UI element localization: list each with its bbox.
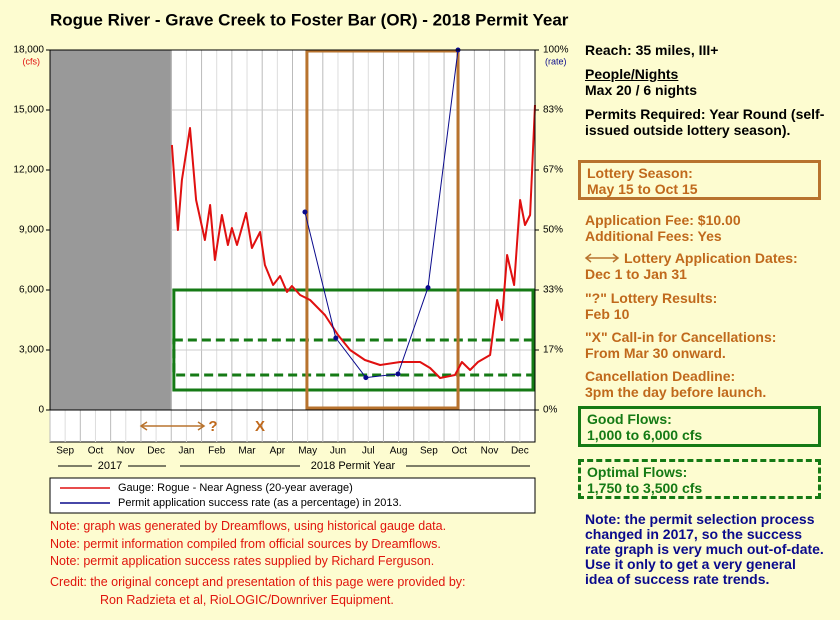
permits: Permits Required: Year Round (self-issue…: [585, 106, 825, 138]
y-tick-label: 0: [38, 405, 44, 416]
optimal-title: Optimal Flows:: [587, 464, 688, 480]
good-box: Good Flows: 1,000 to 6,000 cfs: [578, 406, 821, 447]
legend: [49, 477, 536, 514]
y2-tick-label: 83%: [543, 105, 563, 116]
callin: From Mar 30 onward.: [585, 345, 726, 361]
lottery: May 15 to Oct 15: [587, 181, 698, 197]
chart-title: Rogue River - Grave Creek to Foster Bar …: [50, 10, 569, 29]
x-tick-label: Feb: [208, 446, 226, 457]
x-tick-label: Nov: [117, 446, 135, 457]
y-tick-label: 12,000: [13, 165, 44, 176]
y-axis-label: (cfs): [23, 56, 41, 66]
optimal-flow-band: [172, 338, 535, 377]
data-point: [333, 335, 339, 341]
x-tick-label: Mar: [238, 446, 256, 457]
credit: Ron Radzieta et al, RioLOGIC/Downriver E…: [100, 593, 394, 607]
results-marker: ?: [208, 418, 217, 435]
x-tick-label: May: [298, 446, 317, 457]
y2-tick-label: 0%: [543, 405, 558, 416]
series-line: [304, 49, 459, 379]
deadline-title: Cancellation Deadline:: [585, 368, 736, 384]
x-tick-label: Apr: [270, 446, 286, 457]
x-tick-label: Jun: [330, 446, 346, 457]
dates-title: Lottery Application Dates:: [624, 250, 798, 266]
good-title: Good Flows:: [587, 411, 672, 427]
x-tick-label: Nov: [481, 446, 499, 457]
data-point: [395, 371, 401, 377]
reach: Reach: 35 miles, III+: [585, 42, 719, 58]
x-tick-label: Jan: [178, 446, 194, 457]
plot: 0 3,000 6,000 9,000 12,000 15,000 18,000 0% 17% 3…: [13, 45, 568, 457]
y2-tick-label: 50%: [543, 225, 563, 236]
x-tick-label: Dec: [511, 446, 529, 457]
y-tick-label: 9,000: [19, 225, 44, 236]
y-tick-label: 15,000: [13, 105, 44, 116]
application-arrow: [139, 421, 206, 431]
lottery-season-box: [305, 49, 460, 410]
data-point: [302, 209, 308, 215]
dates: Dec 1 to Jan 31: [585, 266, 687, 282]
plot-frame: [49, 49, 536, 411]
people: Max 20 / 6 nights: [585, 82, 698, 98]
no-data-region: [50, 50, 172, 410]
x-tick-label: Sep: [420, 446, 438, 457]
x-tick-label: Aug: [390, 446, 408, 457]
y2-tick-label: 100%: [543, 45, 569, 56]
callin-marker: X: [255, 418, 265, 435]
credit: Credit: the original concept and present…: [50, 575, 466, 589]
x-tick-label: Oct: [88, 446, 104, 457]
series-line: [170, 104, 536, 379]
y-tick-label: 6,000: [19, 285, 44, 296]
deadline: 3pm the day before launch.: [585, 384, 767, 400]
legend-label: Permit application success rate (as a pe…: [118, 497, 402, 509]
people-title: People/Nights: [585, 66, 679, 82]
x-tick-label: Jul: [362, 446, 375, 457]
y2-axis-label: (rate): [545, 56, 567, 66]
year-label: 2017: [98, 460, 122, 472]
data-point: [425, 285, 431, 291]
y2-tick-label: 33%: [543, 285, 563, 296]
y-tick-label: 3,000: [19, 345, 44, 356]
callin-title: "X" Call-in for Cancellations:: [585, 329, 777, 345]
x-tick-label: Dec: [147, 446, 165, 457]
results-title: "?" Lottery Results:: [585, 290, 718, 306]
year-label: 2018 Permit Year: [311, 460, 396, 472]
lottery-title: Lottery Season:: [587, 165, 693, 181]
good: 1,000 to 6,000 cfs: [587, 427, 703, 443]
note: Note: permit information compiled from o…: [50, 537, 441, 551]
optimal: 1,750 to 3,500 cfs: [587, 480, 703, 496]
lottery-box: Lottery Season: May 15 to Oct 15: [578, 160, 821, 200]
data-point: [363, 375, 369, 381]
x-tick-label: Oct: [451, 446, 467, 457]
side-arrow: [584, 253, 620, 263]
legend-label: Gauge: Rogue - Near Agness (20-year aver…: [118, 482, 353, 494]
fee: Application Fee: $10.00: [585, 212, 741, 228]
y2-tick-label: 17%: [543, 345, 563, 356]
blue-note: Note: the permit selection process chang…: [585, 511, 824, 587]
x-tick-label: Sep: [56, 446, 74, 457]
note: Note: graph was generated by Dreamflows,…: [50, 519, 447, 533]
optimal-box: Optimal Flows: 1,750 to 3,500 cfs: [578, 459, 821, 499]
results: Feb 10: [585, 306, 630, 322]
y-tick-label: 18,000: [13, 45, 44, 56]
additional-fees: Additional Fees: Yes: [585, 228, 722, 244]
note: Note: permit application success rates s…: [50, 554, 435, 568]
y2-tick-label: 67%: [543, 165, 563, 176]
